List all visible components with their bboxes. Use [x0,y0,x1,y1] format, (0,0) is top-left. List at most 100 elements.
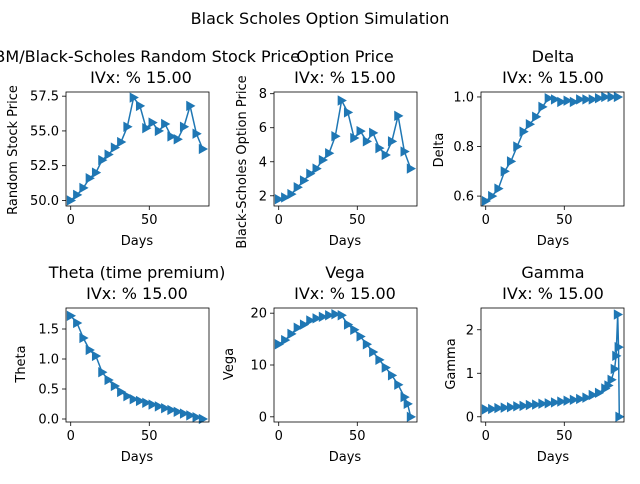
data-point [104,149,114,160]
panel-title-line1: Delta [532,47,575,66]
y-tick-label: 0.0 [38,413,59,428]
data-point [287,188,297,200]
data-point [588,389,598,401]
data-point [318,311,329,322]
data-point [79,332,89,344]
data-point [91,350,102,362]
data-point [281,334,291,346]
data-point [569,394,580,405]
data-point [406,163,417,174]
data-point [167,404,177,416]
data-point [66,195,77,206]
data-point [343,107,354,118]
data-point [576,94,586,105]
data-point [161,403,171,414]
data-point [544,398,554,409]
plot-area: 0 50 2 4 6 8 [259,87,418,228]
data-point [325,148,335,159]
data-point [154,401,165,412]
data-point [331,309,341,320]
panel-vega: Vega IVx: % 15.00 Days Vega [222,263,396,465]
data-point [274,194,285,205]
data-point [135,100,146,112]
data-point [488,403,498,415]
panel-option-price: Option Price IVx: % 15.00 Days Black-Sch… [235,47,396,249]
data-point [538,101,548,113]
data-point [613,91,624,103]
plot-area: 0 50 0.6 0.8 1.0 [453,90,625,228]
y-axis-label: Random Stock Price [6,85,21,215]
data-point [173,134,183,145]
axes-frame [480,307,625,423]
data-point [173,406,183,417]
data-point [369,346,379,358]
data-point [123,121,133,132]
data-point [123,391,133,402]
data-point [550,397,561,408]
y-tick-label: 52.5 [30,159,59,174]
panel-delta: Delta IVx: % 15.00 Days Delta [432,47,604,249]
data-point [582,392,592,403]
figure-suptitle: Black Scholes Option Simulation [191,9,450,28]
panel-title-line2: IVx: % 15.00 [294,284,396,303]
y-tick-label: 55.0 [30,124,59,139]
data-point [576,393,586,405]
data-point [519,126,529,137]
data-point [375,354,385,366]
data-point [525,119,536,130]
data-point [356,125,366,137]
data-point [179,408,190,419]
x-axis-label: Days [121,234,154,249]
x-axis-label: Days [329,234,362,249]
data-point [519,400,529,412]
panel-title-line1: Theta (time premium) [48,263,226,282]
data-point [594,387,605,399]
y-tick-label: 0.8 [453,140,474,155]
y-tick-label: 0 [259,410,267,425]
data-point [186,410,196,421]
x-tick-label: 50 [141,429,158,444]
y-tick-label: 0.6 [453,190,474,205]
data-point [481,195,492,207]
x-tick-label: 0 [67,429,75,444]
data-point [601,91,611,103]
data-point [350,324,360,335]
y-axis-label: Vega [222,348,237,380]
data-point [198,143,209,155]
data-point [350,132,360,144]
panel-title-line1: GBM/Black-Scholes Random Stock Price [0,47,300,66]
x-tick-label: 50 [556,429,573,444]
axes-frame [65,91,210,207]
data-point [161,118,171,130]
panel-title-line1: Gamma [521,263,584,282]
data-point [614,341,624,353]
data-point [73,189,83,201]
data-point [129,394,139,405]
data-point [85,344,95,356]
panel-theta: Theta (time premium) IVx: % 15.00 Days T… [14,263,225,465]
data-point [148,399,158,410]
data-point [362,136,373,147]
data-point [66,310,77,321]
data-point [356,331,366,342]
y-tick-label: 20 [250,307,267,322]
data-point [387,370,398,381]
data-point [613,309,624,320]
data-point [544,93,554,104]
data-point [299,175,310,186]
data-point [293,182,303,193]
data-point [274,339,285,350]
series-line [485,96,618,202]
panel-title-line2: IVx: % 15.00 [90,68,192,87]
x-tick-label: 0 [67,213,75,228]
data-point [337,95,347,106]
panel-title-line1: Vega [325,263,365,282]
data-point [192,128,202,139]
data-point [179,121,190,132]
plot-area: 0 50 0 10 20 [250,307,418,444]
data-point [312,163,322,174]
data-point [588,94,598,105]
y-tick-label: 50.0 [30,194,59,209]
axes-frame [273,91,418,207]
data-point [582,94,592,105]
